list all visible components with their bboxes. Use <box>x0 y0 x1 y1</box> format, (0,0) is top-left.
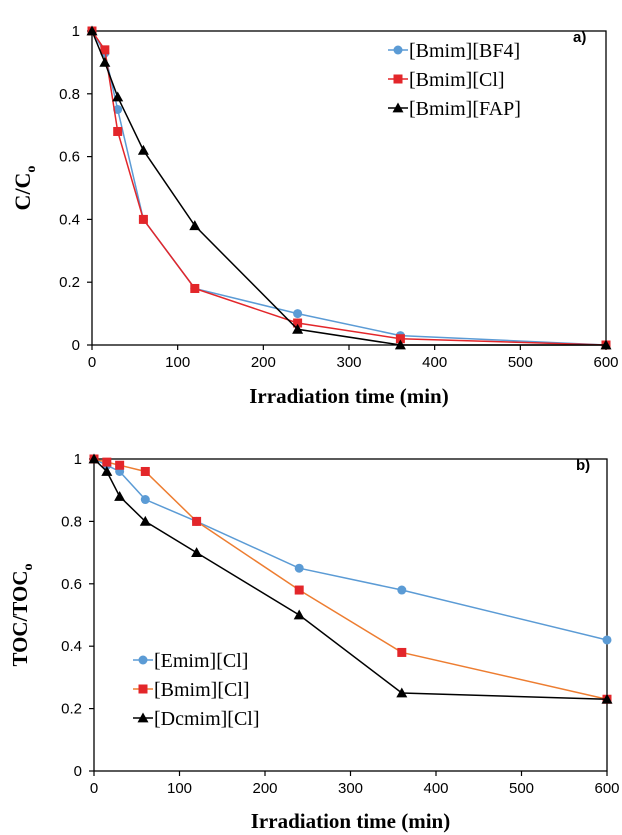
legend-marker <box>392 102 404 113</box>
x-tick-label: 600 <box>594 780 619 797</box>
legend-entry: [Bmim][BF4] <box>388 40 520 62</box>
data-point-marker <box>394 339 406 350</box>
data-point-marker <box>138 214 148 224</box>
data-point-marker <box>113 126 123 136</box>
x-axis-title: Irradiation time (min) <box>251 809 450 833</box>
legend-marker <box>393 45 403 55</box>
x-tick-label: 400 <box>422 354 447 371</box>
y-tick-label: 1 <box>72 23 80 40</box>
x-tick-label: 100 <box>165 354 190 371</box>
x-tick-label: 200 <box>251 354 276 371</box>
legend-marker <box>138 684 148 694</box>
data-point-marker <box>190 283 200 293</box>
y-tick-label: 0.8 <box>61 513 82 530</box>
legend-marker <box>137 712 149 723</box>
x-tick-label: 100 <box>167 780 192 797</box>
x-tick-label: 500 <box>508 354 533 371</box>
y-tick-label: 0 <box>72 337 80 354</box>
chart-panel-b: 0 100 200 300 400 500 600 0 0.2 0.4 0.6 0.8 1 Irradia… <box>8 451 620 833</box>
data-point-marker <box>192 516 202 526</box>
x-axis-title: Irradiation time (min) <box>249 384 448 408</box>
data-point-marker <box>396 687 408 698</box>
y-tick-label: 0.8 <box>59 86 80 103</box>
y-axis-title-subscript: o <box>24 166 39 173</box>
y-tick-label: 0.2 <box>61 701 82 718</box>
data-point-marker <box>115 460 125 470</box>
data-point-marker <box>602 635 612 645</box>
data-point-marker <box>114 490 126 501</box>
y-axis-title-main: TOC/TOC <box>8 570 32 666</box>
data-point-marker <box>292 323 304 334</box>
series-0 <box>89 454 612 645</box>
series-2 <box>86 25 612 350</box>
legend-entry: [Bmim][Cl] <box>133 679 250 701</box>
legend-label: [Bmim][Cl] <box>409 69 505 91</box>
data-point-marker <box>102 457 112 467</box>
data-point-marker <box>140 466 150 476</box>
panel-label: b) <box>576 457 590 474</box>
panel-label: a) <box>573 29 586 46</box>
x-tick-label: 300 <box>336 354 361 371</box>
legend-entry: [Emim][Cl] <box>133 650 248 672</box>
x-tick-label: 400 <box>423 780 448 797</box>
data-point-marker <box>191 547 203 557</box>
series-1 <box>87 26 611 350</box>
data-point-marker <box>293 309 303 319</box>
legend-label: [Bmim][BF4] <box>409 40 520 62</box>
series-0 <box>87 26 611 350</box>
series-line <box>93 458 608 641</box>
legend-entry: [Bmim][FAP] <box>388 98 521 120</box>
data-point-marker <box>86 25 98 36</box>
data-point-marker <box>395 334 405 344</box>
y-tick-label: 1 <box>74 451 82 468</box>
x-tick-label: 300 <box>338 780 363 797</box>
x-tick-label: 500 <box>509 780 534 797</box>
legend-label: [Bmim][Cl] <box>154 679 250 701</box>
data-point-marker <box>601 693 613 704</box>
data-point-marker <box>189 220 201 231</box>
legend-label: [Emim][Cl] <box>154 650 248 672</box>
data-point-marker <box>397 647 407 657</box>
series-2 <box>88 453 613 704</box>
x-tick-label: 0 <box>88 354 96 371</box>
data-point-marker <box>112 91 124 102</box>
y-axis-title: C/Co <box>10 166 39 211</box>
y-axis-title-main: C/C <box>10 173 35 211</box>
data-point-marker <box>140 495 150 505</box>
data-point-marker <box>294 563 304 573</box>
y-tick-label: 0.2 <box>59 274 80 291</box>
y-tick-label: 0 <box>74 763 82 780</box>
legend-entry: [Bmim][Cl] <box>388 69 505 91</box>
x-tick-label: 0 <box>90 780 98 797</box>
data-point-marker <box>294 585 304 595</box>
y-tick-label: 0.4 <box>61 638 82 655</box>
y-tick-label: 0.4 <box>59 211 80 228</box>
y-tick-label: 0.6 <box>59 149 80 166</box>
y-axis-title-subscript: o <box>21 563 36 570</box>
legend-label: [Bmim][FAP] <box>409 98 521 120</box>
chart-panel-a: 0 100 200 300 400 500 600 0 0.2 0.4 0.6 0.8 1 Irradia… <box>10 23 619 408</box>
legend-entry: [Dcmim][Cl] <box>133 708 260 730</box>
legend-marker <box>393 74 403 84</box>
data-point-marker <box>88 453 100 464</box>
data-point-marker <box>293 318 303 328</box>
x-tick-label: 600 <box>593 354 618 371</box>
legend-label: [Dcmim][Cl] <box>154 708 260 730</box>
data-point-marker <box>99 56 111 67</box>
data-point-marker <box>397 585 407 595</box>
data-point-marker <box>293 609 305 620</box>
legend-marker <box>138 655 148 665</box>
data-point-marker <box>113 105 123 114</box>
x-tick-label: 200 <box>252 780 277 797</box>
data-point-marker <box>137 144 149 155</box>
y-axis-title: TOC/TOCo <box>8 563 36 666</box>
data-point-marker <box>139 515 151 526</box>
data-point-marker <box>101 465 113 476</box>
data-point-marker <box>600 339 612 350</box>
series-line <box>91 30 606 346</box>
y-tick-label: 0.6 <box>61 576 82 593</box>
data-point-marker <box>100 45 110 55</box>
